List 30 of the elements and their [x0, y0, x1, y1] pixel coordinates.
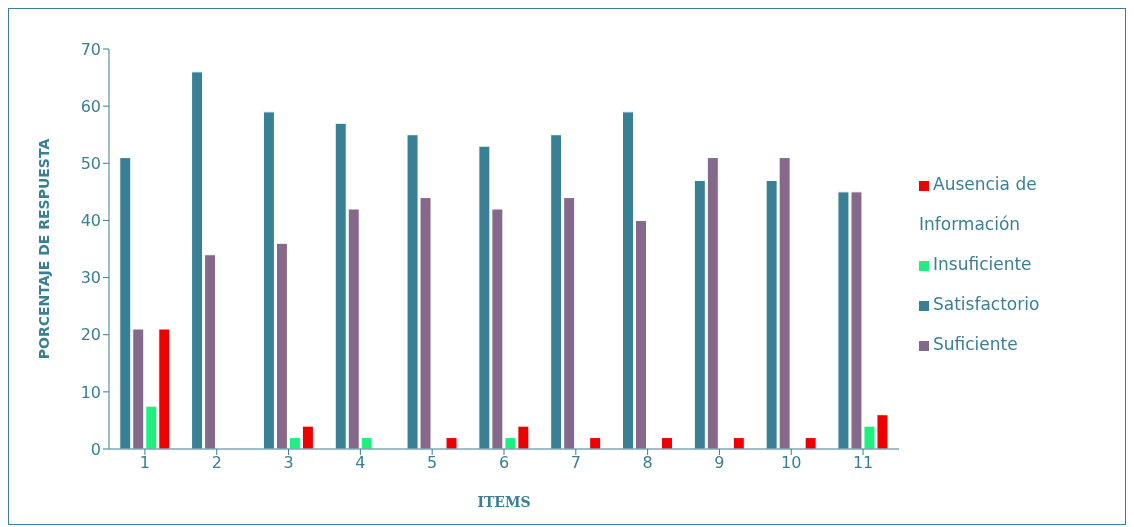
x-tick-label: 6 [498, 453, 510, 473]
y-tick-label: 20 [80, 325, 101, 345]
x-tick-label: 2 [211, 453, 222, 473]
y-tick-label: 0 [90, 439, 101, 459]
y-tick-label: 50 [80, 153, 101, 173]
y-tick-label: 30 [80, 268, 101, 288]
y-tick-label: 60 [80, 96, 101, 116]
x-tick-label: 7 [570, 453, 581, 473]
x-tick-label: 11 [852, 453, 874, 473]
x-tick-label: 10 [781, 453, 802, 473]
y-tick-label: 70 [80, 39, 101, 59]
y-tick-label: 10 [80, 382, 101, 402]
y-axis-title: PORCENTAJE DE RESPUESTA [35, 138, 52, 360]
bar [732, 437, 745, 449]
x-tick-label: 3 [283, 453, 294, 473]
x-tick-label: 5 [427, 453, 438, 473]
legend-label: Satisfactorio [933, 294, 1040, 314]
legend-label: Suficiente [933, 334, 1018, 354]
x-tick-label: 9 [714, 453, 725, 473]
bar [804, 437, 817, 449]
y-tick-label: 40 [80, 211, 101, 231]
x-axis-title: ITEMS [477, 494, 531, 510]
bar [589, 437, 602, 449]
x-tick-label: 8 [642, 453, 653, 473]
bar [445, 437, 458, 449]
x-tick-label: 1 [139, 453, 150, 473]
x-tick-label: 4 [355, 453, 366, 473]
bar [661, 437, 673, 449]
legend-label: Ausencia de Información [919, 174, 1037, 234]
legend-label: Insuficiente [933, 254, 1032, 274]
